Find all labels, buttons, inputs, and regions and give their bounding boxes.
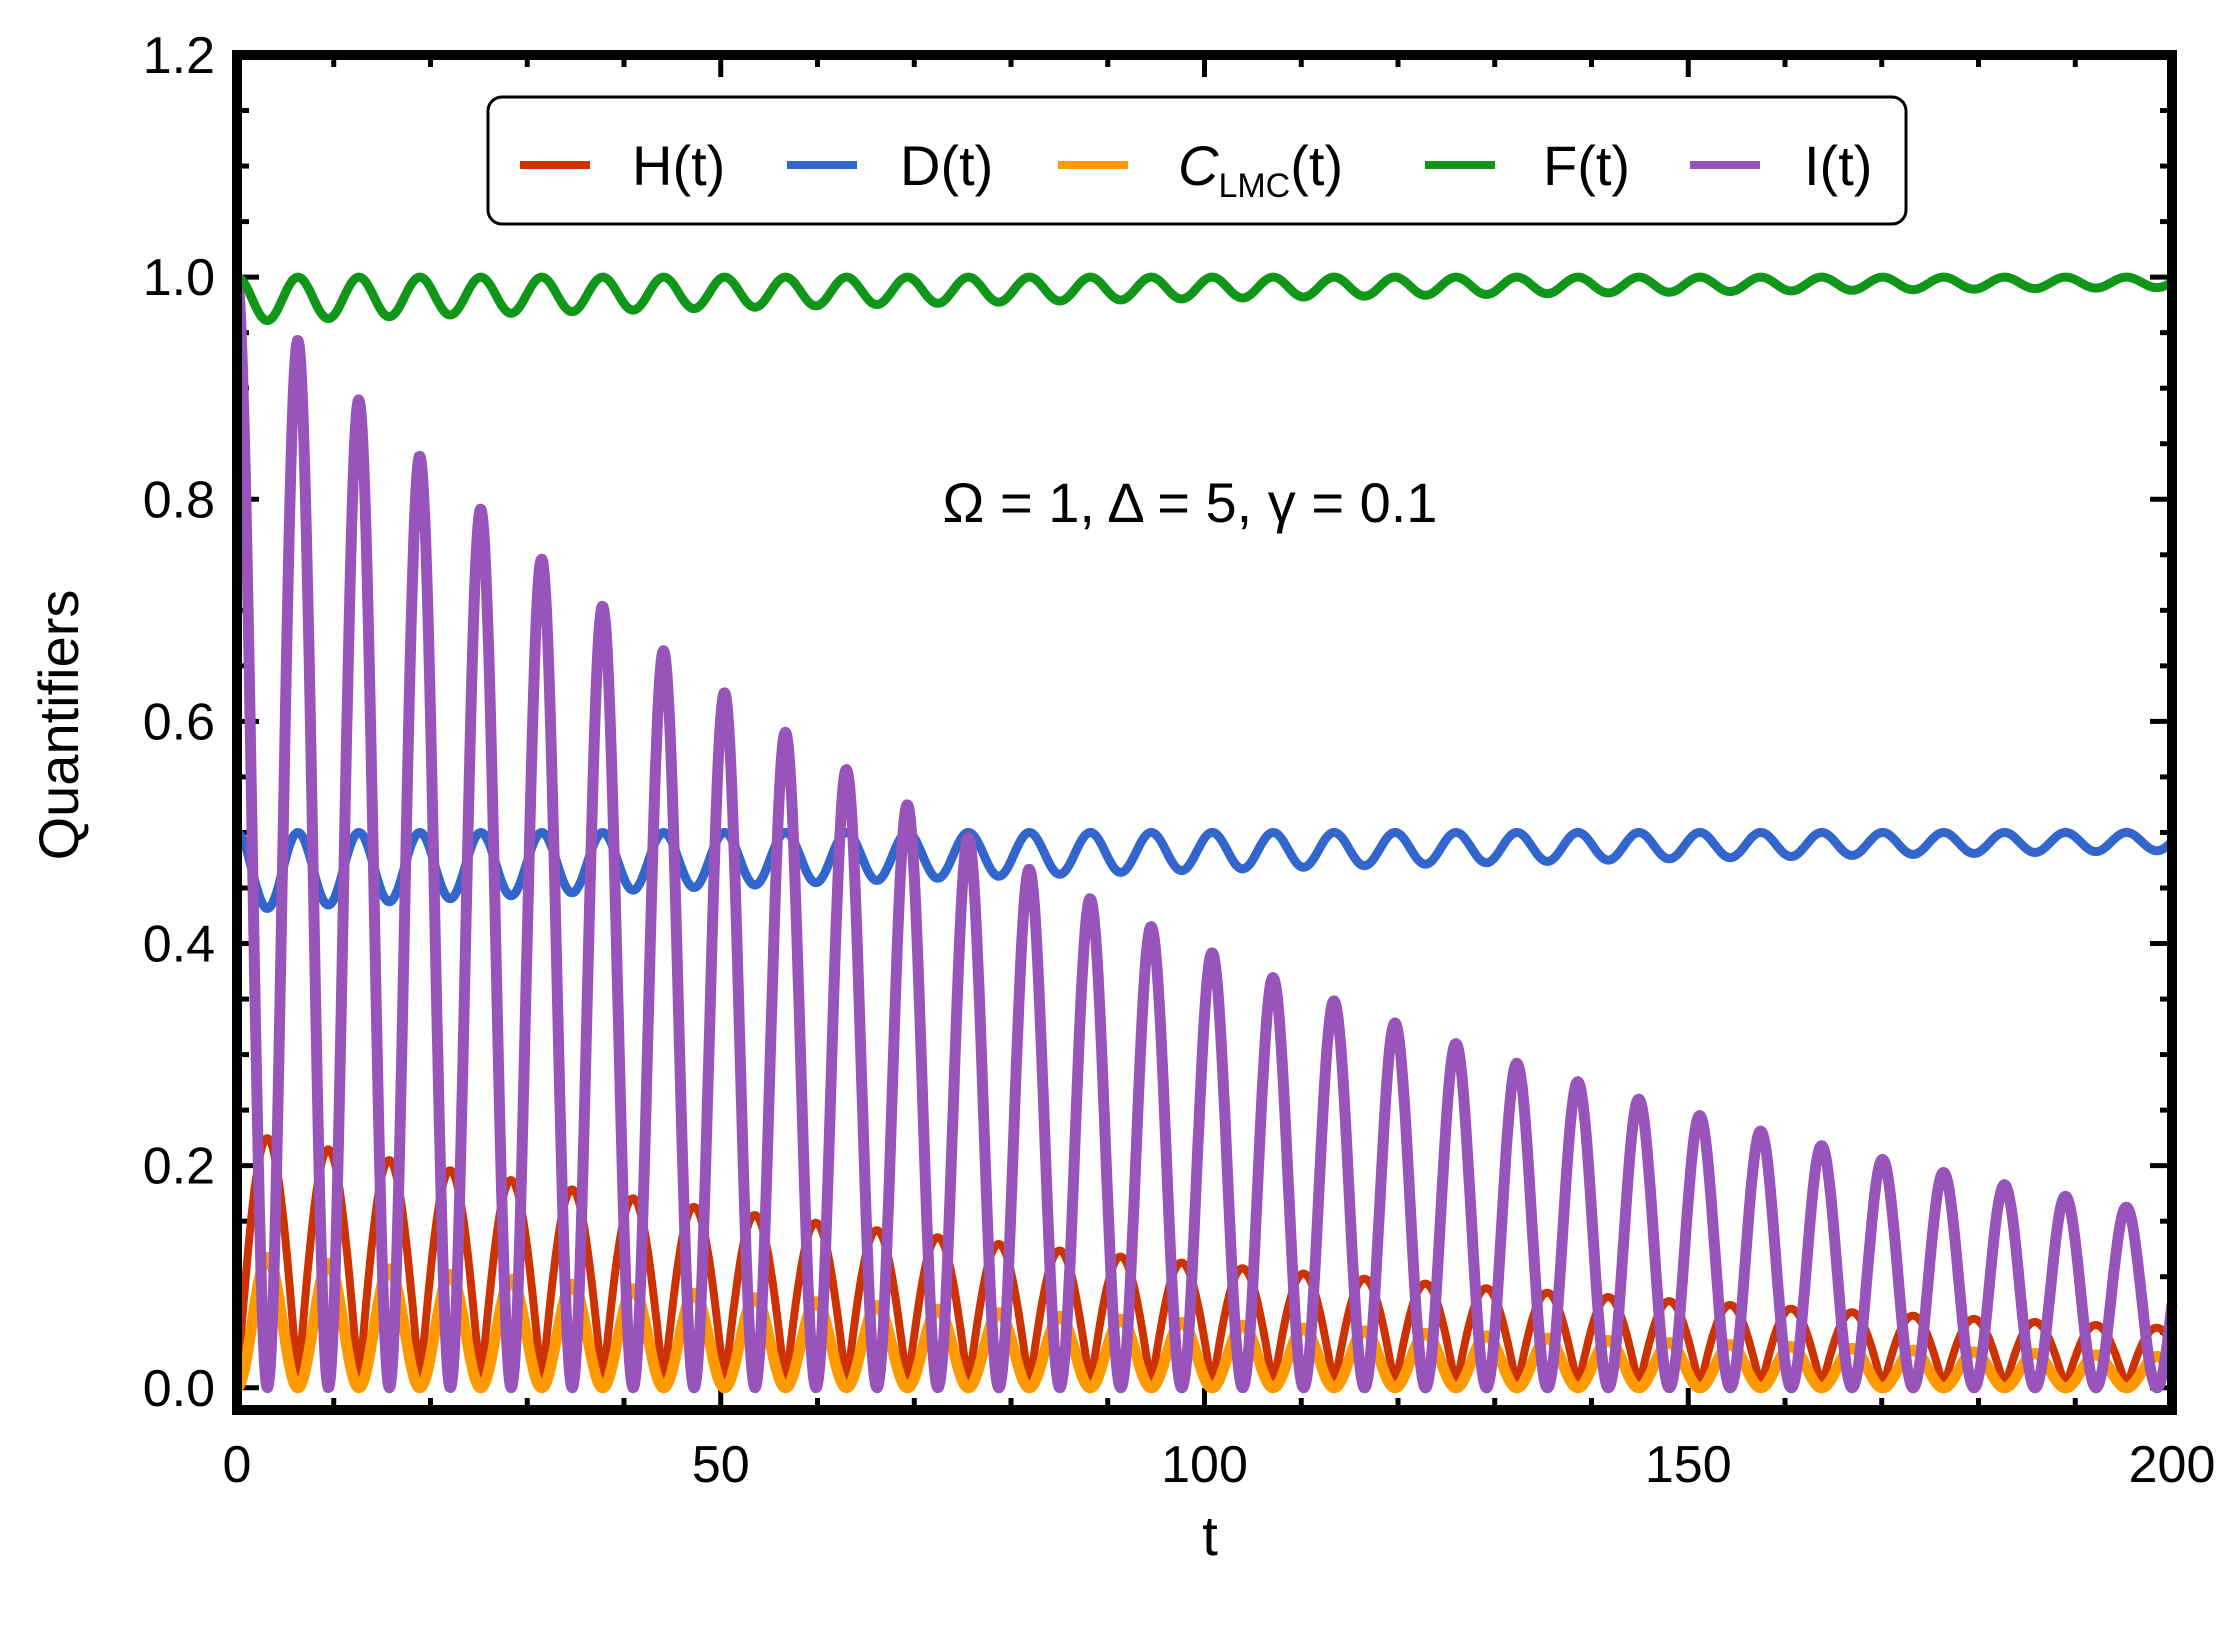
parameter-annotation: Ω = 1, Δ = 5, γ = 0.1 <box>943 471 1438 534</box>
legend-box <box>486 95 1908 226</box>
legend-label-c-sub: LMC <box>1218 167 1290 205</box>
legend: H(t) D(t) CLMC(t) F(t) I(t) <box>486 95 1908 226</box>
series-line-f <box>233 272 2176 325</box>
plot-frame <box>232 50 2177 1415</box>
y-tick-label: 1.0 <box>143 249 215 307</box>
legend-label-c-main: C <box>1178 134 1219 197</box>
y-tick-label: 1.2 <box>143 27 215 85</box>
y-tick-label: 0.6 <box>143 693 215 751</box>
legend-label-f: F(t) <box>1543 134 1630 197</box>
x-tick-label: 200 <box>2129 1436 2216 1494</box>
legend-label-h: H(t) <box>632 134 725 197</box>
tick-labels: 0 50 100 150 200 0.0 0.2 0.4 0.6 0.8 1.0 1.2 <box>143 27 2216 1494</box>
series-line-i <box>231 274 2178 1394</box>
legend-label-d: D(t) <box>900 134 993 197</box>
y-tick-label: 0.0 <box>143 1360 215 1418</box>
x-tick-label: 150 <box>1645 1436 1732 1494</box>
series-layer <box>231 272 2178 1394</box>
x-tick-label: 100 <box>1161 1436 1248 1494</box>
x-tick-label: 0 <box>223 1436 252 1494</box>
y-tick-label: 0.4 <box>143 916 215 974</box>
legend-label-i: I(t) <box>1804 134 1872 197</box>
y-tick-label: 0.2 <box>143 1138 215 1196</box>
y-axis-title: Quantifiers <box>27 590 90 861</box>
x-tick-label: 50 <box>692 1436 750 1494</box>
y-tick-label: 0.8 <box>143 471 215 529</box>
legend-label-c: CLMC(t) <box>1178 134 1343 205</box>
legend-label-c-tail: (t) <box>1290 134 1343 197</box>
x-axis-title: t <box>1202 1504 1218 1567</box>
